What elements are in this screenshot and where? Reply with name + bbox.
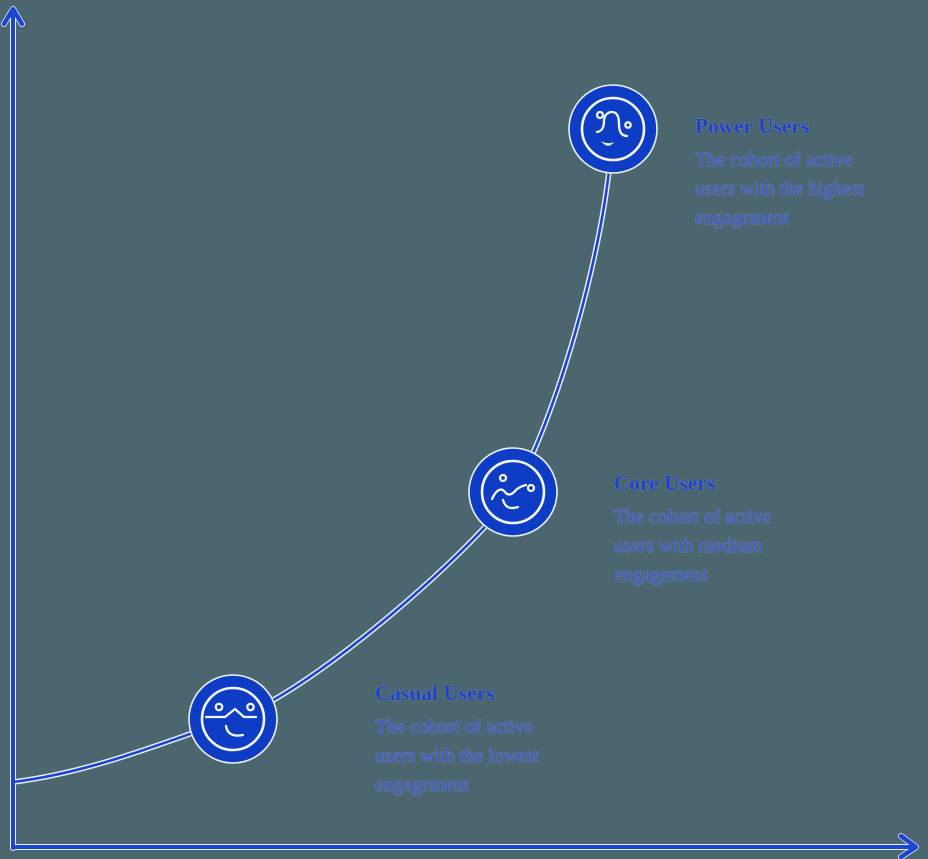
power-users-description: The cohort of active users with the high… [695, 146, 865, 233]
node-power-users [568, 84, 658, 174]
power-users-title: Power Users [695, 114, 810, 138]
power-users-label: Power Users The cohort of active users w… [695, 114, 865, 233]
description-line: users with medium [614, 536, 763, 557]
casual-users-title: Casual Users [375, 681, 495, 705]
node-casual-users [188, 674, 278, 764]
description-line: The cohort of active [695, 150, 853, 171]
x-axis-arrow-icon [898, 833, 919, 859]
description-line: The cohort of active [375, 717, 533, 738]
description-line: users with the highest [695, 179, 865, 200]
power-user-face-icon [580, 96, 646, 162]
y-axis-arrow-icon [1, 6, 25, 27]
core-users-description: The cohort of active users with medium e… [614, 503, 772, 590]
core-user-face-icon [480, 459, 546, 525]
description-line: engagement [695, 208, 790, 229]
growth-curve [11, 130, 614, 784]
description-line: The cohort of active [614, 507, 772, 528]
node-core-users [468, 447, 558, 537]
description-line: users with the lowest [375, 746, 540, 767]
casual-users-description: The cohort of active users with the lowe… [375, 713, 539, 800]
core-users-title: Core Users [614, 471, 716, 495]
casual-user-face-icon [200, 686, 266, 752]
core-users-label: Core Users The cohort of active users wi… [614, 471, 772, 590]
casual-users-label: Casual Users The cohort of active users … [375, 681, 539, 800]
description-line: engagement [614, 565, 709, 586]
description-line: engagement [375, 775, 470, 796]
